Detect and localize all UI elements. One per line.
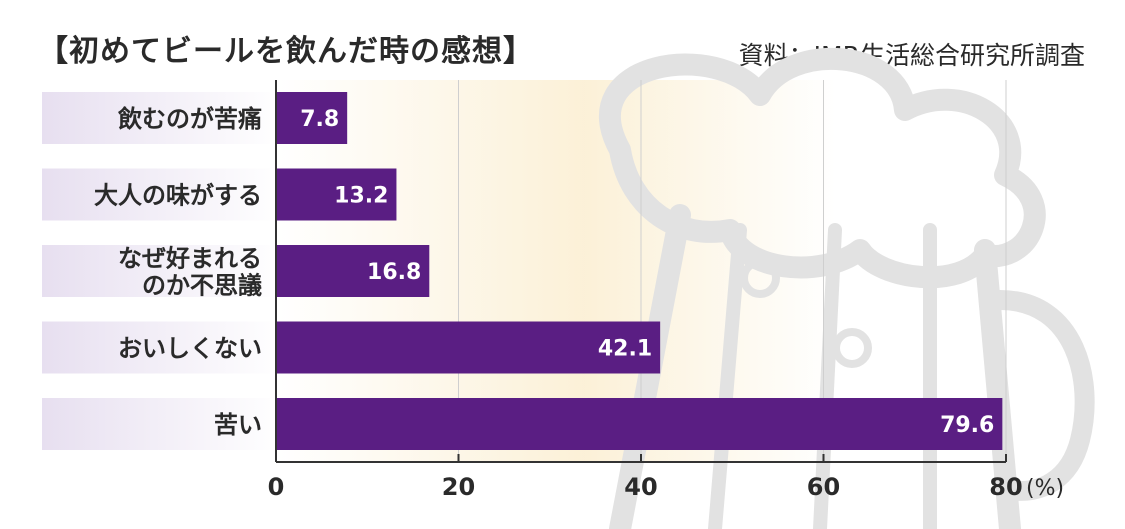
category-label-band (42, 398, 270, 450)
bar-value-label: 42.1 (598, 337, 652, 362)
bar-value-label: 7.8 (300, 107, 339, 132)
x-tick-label: 0 (268, 473, 285, 501)
category-label: 大人の味がする (94, 182, 262, 210)
category-label-band (42, 92, 270, 144)
beer-bubble-icon (832, 328, 872, 368)
beer-bubble-icon (740, 258, 780, 298)
category-label: なぜ好まれるのか不思議 (118, 245, 262, 300)
bar (276, 92, 348, 144)
category-label-band (42, 245, 270, 297)
bar (276, 245, 430, 297)
x-tick-label: 20 (442, 473, 475, 501)
x-tick-label: 60 (807, 473, 840, 501)
bar-value-label: 79.6 (940, 413, 994, 438)
bar (276, 321, 661, 374)
category-label-band (42, 168, 270, 221)
beer-mug-ridges-icon (708, 223, 937, 529)
x-unit-label: (%) (1026, 476, 1064, 501)
bar-value-label: 13.2 (334, 184, 388, 209)
bar-value-label: 16.8 (367, 260, 421, 285)
beer-mug-handle-icon (990, 290, 1095, 501)
chart-title: 【初めてビールを飲んだ時の感想】 (38, 34, 534, 69)
category-label-band (42, 321, 270, 374)
bar (276, 168, 397, 221)
x-tick-label: 80 (989, 473, 1022, 501)
bar (276, 398, 1003, 450)
x-tick-label: 40 (624, 473, 657, 501)
category-label: おいしくない (118, 335, 262, 363)
category-label: 苦い (214, 411, 262, 439)
category-label: 飲むのが苦痛 (117, 105, 262, 133)
